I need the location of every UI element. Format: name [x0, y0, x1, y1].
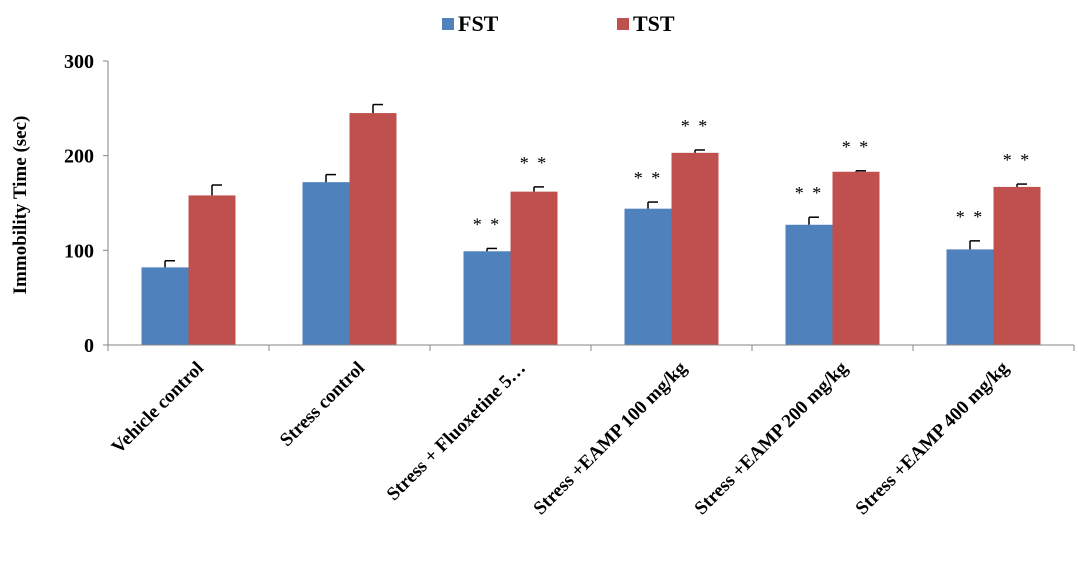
legend-label-fst: FST	[458, 11, 499, 36]
bar-fst	[302, 182, 350, 345]
x-tick-label: Stress +EAMP 200 mg/kg	[691, 357, 853, 519]
significance-label: * *	[956, 207, 985, 227]
y-axis-title: Immobility Time (sec)	[10, 116, 31, 295]
plot-area: * * * * * * * * * * * * * * * *	[141, 103, 1041, 345]
significance-label: * *	[1003, 150, 1032, 170]
x-tick-label: Stress control	[276, 358, 369, 451]
y-tick-label: 200	[64, 146, 94, 168]
x-tick-label: Stress + Fluoxetine 5…	[383, 358, 530, 505]
significance-label: * *	[634, 168, 663, 188]
x-tick-label: Vehicle control	[108, 358, 208, 458]
significance-label: * *	[842, 137, 871, 157]
bar-tst	[993, 186, 1041, 345]
x-tick-label: Stress +EAMP 400 mg/kg	[852, 357, 1014, 519]
bar-tst	[510, 191, 558, 345]
x-tick-label: Stress +EAMP 100 mg/kg	[530, 357, 692, 519]
bar-fst	[624, 208, 672, 345]
y-tick-label: 0	[84, 335, 94, 357]
significance-label: * *	[681, 116, 710, 136]
bar-fst	[463, 251, 511, 345]
bar-fst	[785, 224, 833, 345]
legend-label-tst: TST	[633, 11, 675, 36]
y-tick-label: 100	[64, 240, 94, 262]
bar-tst	[832, 171, 880, 345]
bar-tst	[188, 195, 236, 345]
y-axis: 0 100 200 300	[64, 51, 109, 357]
significance-label: * *	[795, 183, 824, 203]
legend-swatch-fst	[442, 18, 454, 30]
legend-swatch-tst	[617, 18, 629, 30]
bar-fst	[141, 267, 189, 345]
x-axis: Vehicle control Stress control Stress + Fl…	[107, 344, 1075, 519]
bar-tst	[349, 113, 397, 345]
significance-label: * *	[520, 153, 549, 173]
significance-label: * *	[473, 214, 502, 234]
bar-fst	[946, 249, 994, 345]
legend: FST TST	[442, 11, 675, 36]
bar-tst	[671, 152, 719, 345]
y-tick-label: 300	[64, 51, 94, 73]
